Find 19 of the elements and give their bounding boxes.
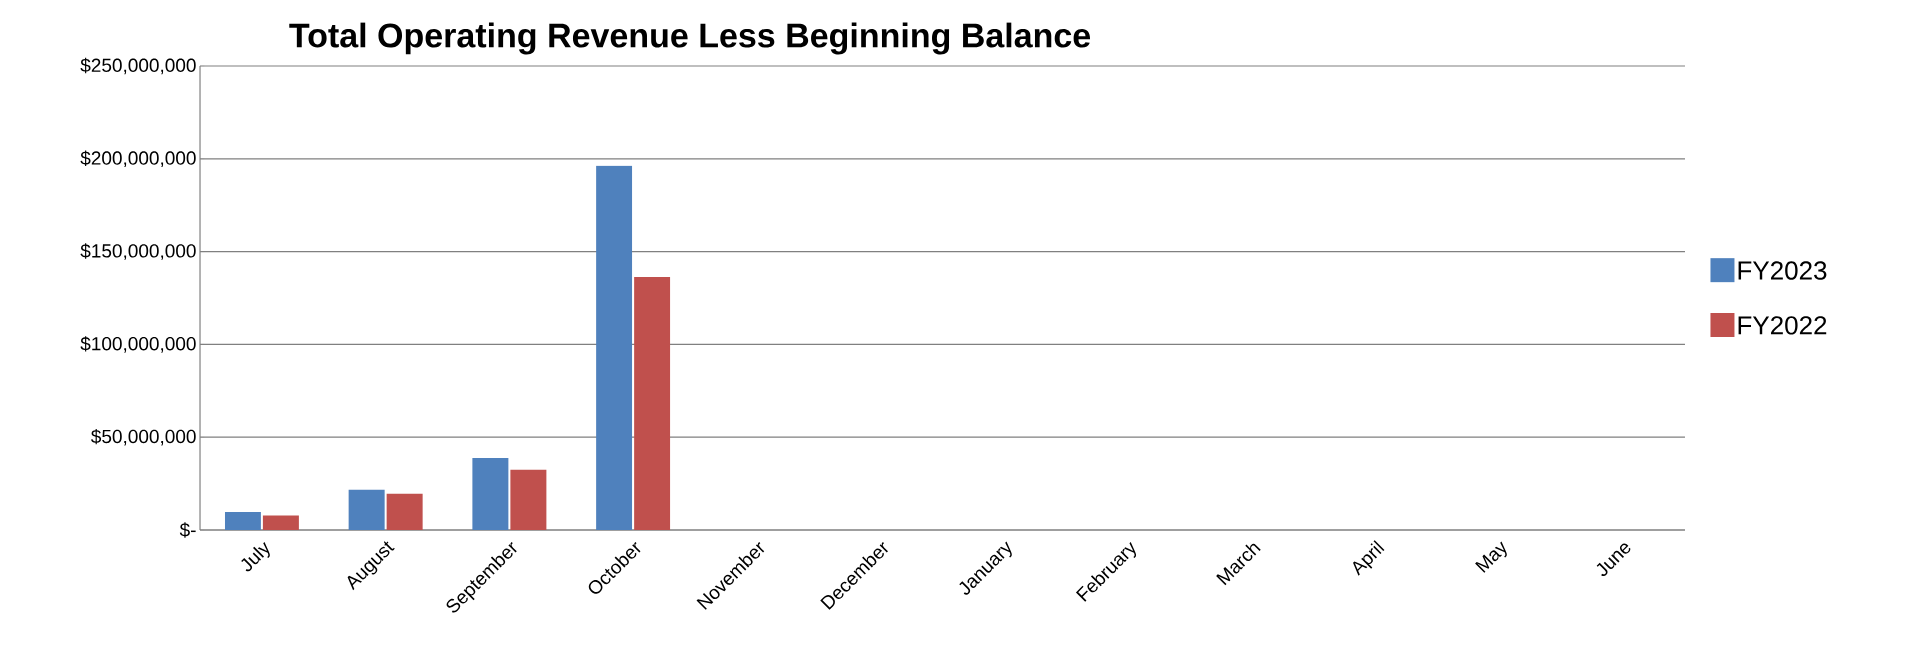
y-tick-label: $100,000,000: [80, 336, 196, 353]
legend-label: FY2023: [1738, 261, 1827, 280]
bar: [472, 457, 509, 530]
chart-title: Total Operating Revenue Less Beginning Balance: [289, 22, 1091, 55]
y-tick-label: $-: [179, 522, 196, 538]
legend-label: FY2022: [1738, 316, 1827, 335]
y-tick-label: $250,000,000: [80, 57, 196, 75]
x-tick-label: July: [241, 541, 270, 572]
bar: [262, 515, 299, 530]
y-tick-label: $50,000,000: [91, 428, 196, 446]
bar: [596, 165, 633, 530]
y-tick-label: $200,000,000: [80, 150, 196, 168]
bar: [510, 469, 547, 530]
x-tick-label: May: [1475, 541, 1507, 573]
bar: [634, 277, 671, 530]
bar: [348, 489, 385, 530]
bar: [386, 493, 423, 530]
bar: [224, 511, 261, 530]
y-tick-label: $150,000,000: [80, 243, 196, 260]
